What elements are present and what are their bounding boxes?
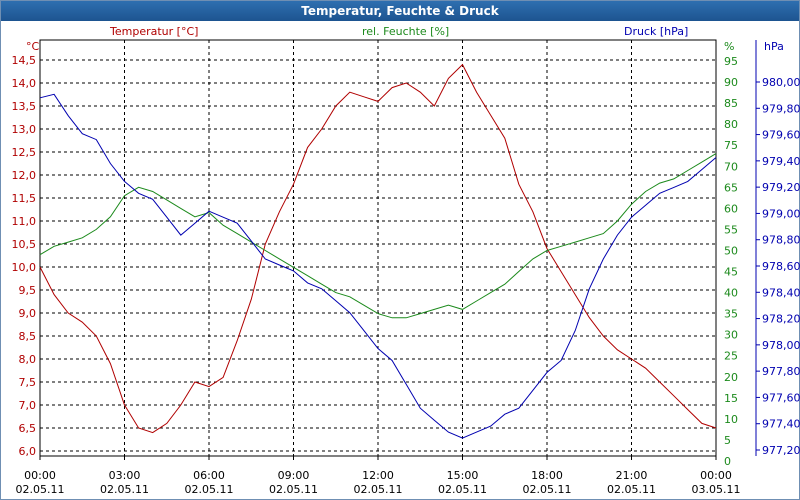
series-lines	[39, 63, 717, 439]
x-tick-time: 00:00	[24, 469, 56, 482]
x-tick-time: 18:00	[531, 469, 563, 482]
humidity-tick-label: 55	[724, 223, 738, 236]
humidity-tick-label: 5	[724, 434, 731, 447]
x-tick-date: 02.05.11	[185, 483, 234, 496]
humidity-tick-label: 50	[724, 244, 738, 257]
x-tick-date: 02.05.11	[607, 483, 656, 496]
temperature-tick-label: 7,5	[19, 376, 37, 389]
pressure-tick-label: 978,00	[762, 339, 800, 352]
humidity-tick-label: 70	[724, 160, 738, 173]
humidity-tick-label: 15	[724, 392, 738, 405]
humidity-tick-label: 45	[724, 266, 738, 279]
x-tick-date: 02.05.11	[354, 483, 403, 496]
temperature-tick-label: 13,0	[12, 123, 37, 136]
chart-title: Temperatur, Feuchte & Druck	[301, 4, 499, 18]
pressure-tick-label: 979,60	[762, 129, 800, 142]
temperature-axis: 14,5 14,0 13,5 13,0 12,5 12,0 11,5 11,0 10,5 10,0…	[12, 54, 37, 458]
temperature-tick-label: 13,5	[12, 100, 37, 113]
pressure-tick-label: 977,20	[762, 444, 800, 457]
temperature-tick-label: 6,5	[19, 422, 37, 435]
humidity-tick-label: 20	[724, 371, 738, 384]
humidity-tick-label: 60	[724, 202, 738, 215]
pressure-tick-label: 979,20	[762, 181, 800, 194]
x-tick-time: 06:00	[193, 469, 225, 482]
temperature-tick-label: 14,0	[12, 77, 37, 90]
temperature-tick-label: 12,5	[12, 146, 37, 159]
x-tick-time: 09:00	[278, 469, 310, 482]
pressure-unit-label: hPa	[764, 40, 784, 53]
humidity-tick-label: 40	[724, 287, 738, 300]
humidity-tick-label: 90	[724, 76, 738, 89]
pressure-axis-label: Druck [hPa]	[624, 25, 688, 38]
pressure-tick-label: 979,00	[762, 207, 800, 220]
x-tick-time: 21:00	[616, 469, 648, 482]
humidity-tick-label: 95	[724, 55, 738, 68]
humidity-tick-label: 10	[724, 413, 738, 426]
temperature-tick-label: 11,5	[12, 192, 37, 205]
x-tick-date: 02.05.11	[523, 483, 572, 496]
grid-lines	[40, 40, 716, 456]
temperature-tick-label: 9,5	[19, 284, 37, 297]
pressure-tick-label: 977,40	[762, 418, 800, 431]
temperature-tick-label: 8,0	[19, 353, 37, 366]
temperature-tick-label: 10,5	[12, 238, 37, 251]
pressure-tick-label: 979,40	[762, 155, 800, 168]
pressure-tick-label: 978,20	[762, 313, 800, 326]
humidity-tick-label: 80	[724, 118, 738, 131]
pressure-tick-label: 977,80	[762, 365, 800, 378]
temperature-tick-label: 11,0	[12, 215, 37, 228]
humidity-tick-label: 75	[724, 139, 738, 152]
pressure-axis: 980,00 979,80 979,60 979,40 979,20 979,00 978,…	[755, 40, 800, 457]
pressure-tick-label: 978,80	[762, 234, 800, 247]
humidity-tick-label: 25	[724, 350, 738, 363]
x-tick-time: 12:00	[362, 469, 394, 482]
temperature-axis-label: Temperatur [°C]	[109, 25, 198, 38]
humidity-tick-label: 30	[724, 329, 738, 342]
humidity-tick-label: 0	[724, 455, 731, 468]
temperature-tick-label: 9,0	[19, 307, 37, 320]
plot-area	[39, 39, 717, 457]
temperature-tick-label: 6,0	[19, 445, 37, 458]
x-tick-date: 02.05.11	[269, 483, 318, 496]
humidity-unit-label: %	[724, 40, 734, 53]
humidity-tick-label: 85	[724, 97, 738, 110]
temperature-unit-label: °C	[26, 40, 40, 53]
title-bar: Temperatur, Feuchte & Druck	[1, 1, 799, 21]
pressure-tick-label: 979,80	[762, 102, 800, 115]
pressure-tick-label: 978,60	[762, 260, 800, 273]
series-line-pressure	[39, 93, 717, 439]
humidity-tick-label: 35	[724, 308, 738, 321]
temperature-tick-label: 10,0	[12, 261, 37, 274]
series-line-temperature	[39, 63, 717, 434]
series-line-humidity	[39, 153, 717, 319]
x-tick-time: 15:00	[447, 469, 479, 482]
x-tick-date: 03.05.11	[692, 483, 741, 496]
temperature-tick-label: 12,0	[12, 169, 37, 182]
temperature-tick-label: 8,5	[19, 330, 37, 343]
pressure-tick-label: 978,40	[762, 286, 800, 299]
humidity-tick-label: 65	[724, 181, 738, 194]
time-axis: 00:0002.05.1103:0002.05.1106:0002.05.110…	[16, 456, 741, 496]
x-tick-time: 00:00	[700, 469, 732, 482]
x-tick-date: 02.05.11	[16, 483, 65, 496]
x-tick-date: 02.05.11	[100, 483, 149, 496]
x-tick-time: 03:00	[109, 469, 141, 482]
pressure-tick-label: 980,00	[762, 76, 800, 89]
humidity-axis-label: rel. Feuchte [%]	[362, 25, 449, 38]
x-tick-date: 02.05.11	[438, 483, 487, 496]
temperature-tick-label: 7,0	[19, 399, 37, 412]
temperature-tick-label: 14,5	[12, 54, 37, 67]
pressure-tick-label: 977,60	[762, 391, 800, 404]
